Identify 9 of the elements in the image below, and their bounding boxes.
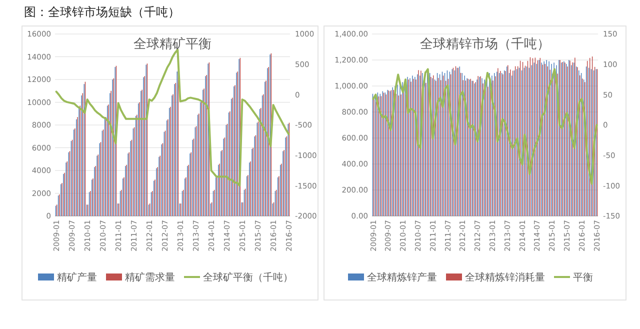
legend-label: 全球精炼锌产量 [367, 272, 437, 284]
legend-label: 精矿需求量 [125, 272, 175, 284]
legend-label: 精矿产量 [57, 272, 97, 284]
annotation: 图：全球锌市场短缺（千吨） [24, 5, 180, 19]
legend-label: 平衡 [573, 272, 593, 284]
legend-label: 全球精炼锌消耗量 [465, 272, 545, 284]
title: 全球精锌市场（千吨） [420, 37, 550, 52]
legend-label: 全球矿平衡（千吨） [203, 272, 293, 284]
title: 全球精矿平衡 [134, 37, 212, 52]
